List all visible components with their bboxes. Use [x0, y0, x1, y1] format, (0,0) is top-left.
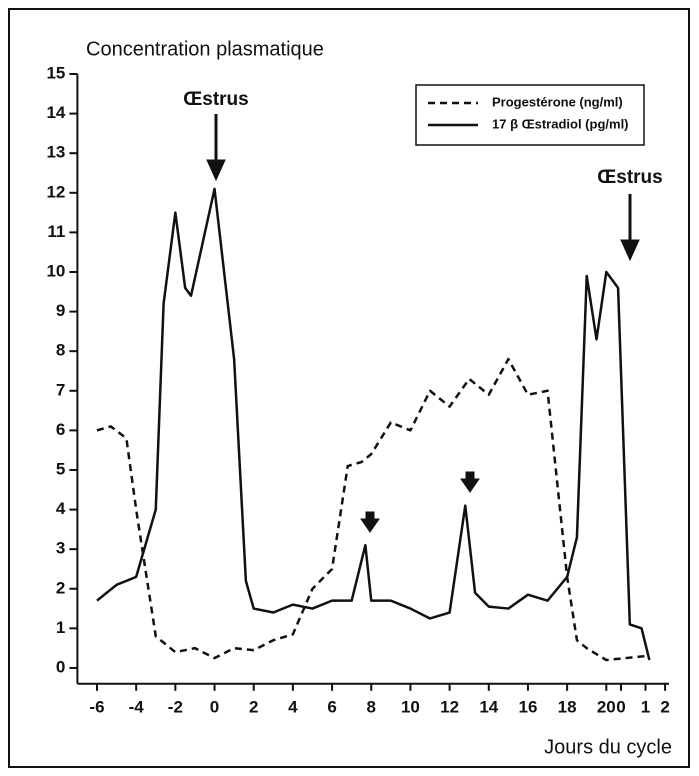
series-line	[96, 357, 646, 662]
x-tick-label: -4	[129, 697, 145, 716]
x-tick-label: 16	[518, 697, 537, 716]
arrows	[206, 114, 640, 533]
series-line	[96, 187, 651, 661]
x-tick-label: 18	[558, 697, 577, 716]
y-tick-label: 11	[47, 222, 65, 241]
y-tick-label: 8	[56, 341, 65, 360]
frame	[8, 8, 690, 768]
x-tick-label: 1	[641, 697, 650, 716]
annotation: Œstrus	[597, 167, 662, 188]
legend-label: 17 β Œstradiol (pg/ml)	[492, 116, 629, 131]
x-tick-label: 14	[479, 697, 498, 716]
y-tick-label: 7	[56, 380, 65, 399]
x-tick-label: 12	[440, 697, 459, 716]
arrow-head	[360, 518, 380, 533]
y-tick-label: 9	[56, 301, 65, 320]
y-tick-label: 5	[56, 459, 65, 478]
x-tick-label: -2	[168, 697, 183, 716]
x-tick-label: 0	[210, 697, 219, 716]
y-tick-label: 1	[56, 618, 65, 637]
y-tick-label: 4	[56, 499, 66, 518]
y-axis-label: Concentration plasmatique	[86, 38, 324, 60]
x-tick-label: 10	[401, 697, 420, 716]
arrow-head	[620, 239, 640, 262]
x-tick-label: 4	[288, 697, 298, 716]
x-tick-label: 2	[660, 697, 669, 716]
y-tick-label: 2	[56, 578, 65, 597]
x-tick-label: 2	[249, 697, 258, 716]
y-tick-label: 15	[46, 63, 65, 82]
y-tick-label: 10	[46, 261, 65, 280]
arrow-head	[460, 478, 480, 493]
y-tick-label: 3	[56, 539, 65, 558]
arrow-head	[206, 159, 226, 182]
x-tick-label: 8	[367, 697, 376, 716]
y-tick-label: 0	[56, 657, 65, 676]
x-tick-label: 6	[327, 697, 336, 716]
y-tick-label: 14	[46, 103, 65, 122]
x-tick-label: 0	[616, 697, 625, 716]
legend	[415, 84, 645, 146]
legend-label: Progestérone (ng/ml)	[492, 94, 623, 109]
x-tick-label: 20	[597, 697, 616, 716]
x-axis-label: Jours du cycle	[544, 736, 672, 758]
y-tick-label: 13	[46, 143, 65, 162]
annotation: Œstrus	[183, 89, 248, 110]
x-tick-label: -6	[89, 697, 104, 716]
y-tick-label: 6	[56, 420, 65, 439]
y-tick-label: 12	[46, 182, 65, 201]
